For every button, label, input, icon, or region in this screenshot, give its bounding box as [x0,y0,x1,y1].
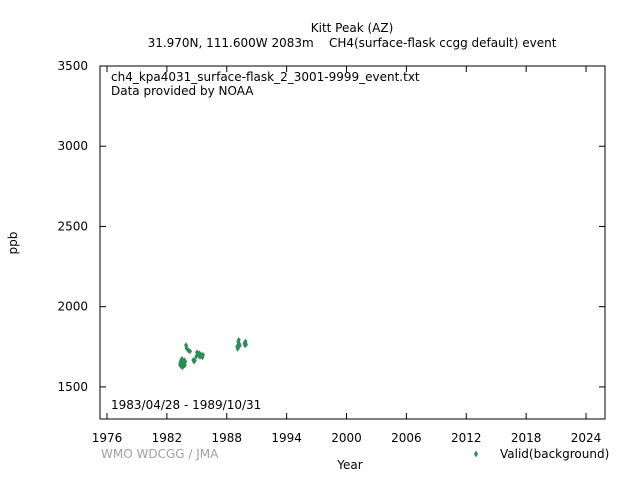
chart-title: Kitt Peak (AZ) [311,21,394,35]
data-point [192,357,197,364]
provider-annotation: Data provided by NOAA [111,84,254,98]
legend: Valid(background) [474,447,609,461]
y-tick-label: 2500 [57,219,88,233]
date-range-annotation: 1983/04/28 - 1989/10/31 [111,398,261,412]
x-tick-label: 1988 [211,431,242,445]
x-tick-label: 1994 [271,431,302,445]
data-point [183,358,188,365]
y-tick-label: 3000 [57,139,88,153]
chart-subtitle: 31.970N, 111.600W 2083m CH4(surface-flas… [148,36,557,50]
data-point [237,342,242,349]
y-tick-label: 3500 [57,59,88,73]
data-point [182,362,187,369]
y-tick-label: 1500 [57,380,88,394]
x-tick-label: 2000 [331,431,362,445]
x-axis: 1976 1982 1988 1994 2000 2006 2012 2018 2024 [92,66,602,445]
x-tick-label: 1982 [152,431,183,445]
legend-label: Valid(background) [500,447,609,461]
x-axis-label: Year [336,458,362,472]
plot-area [99,65,606,420]
data-points [178,337,249,371]
x-tick-label: 2018 [511,431,542,445]
data-point [200,351,205,358]
filename-annotation: ch4_kpa4031_surface-flask_2_3001-9999_ev… [111,70,420,84]
x-tick-label: 2012 [451,431,482,445]
legend-marker [474,450,478,458]
y-axis: 1500 2000 2500 3000 3500 [57,59,605,394]
y-tick-label: 2000 [57,300,88,314]
data-point [244,341,249,348]
x-tick-label: 2024 [571,431,602,445]
x-tick-label: 2006 [391,431,422,445]
y-axis-label: ppb [6,232,20,255]
data-point [235,345,240,352]
data-point [188,348,193,355]
data-point [236,337,241,344]
x-tick-label: 1976 [92,431,123,445]
credit-text: WMO WDCGG / JMA [101,447,219,461]
